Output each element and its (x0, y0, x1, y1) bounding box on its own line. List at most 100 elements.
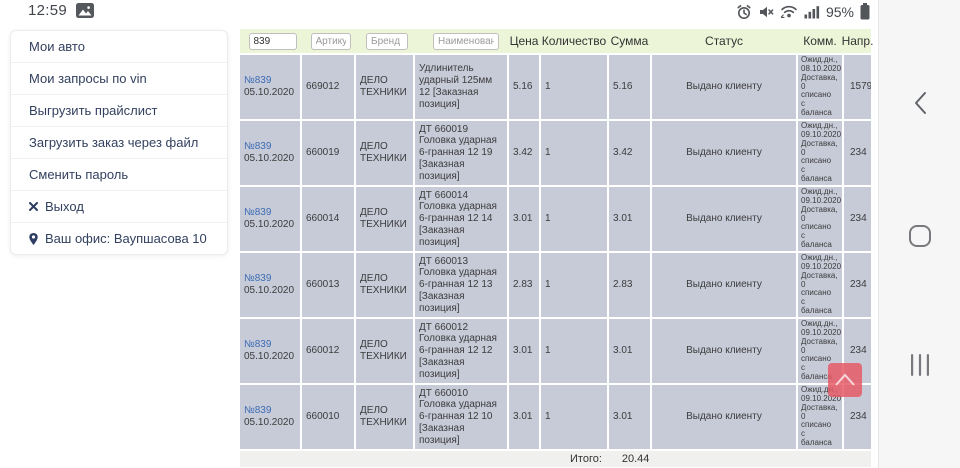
back-button[interactable] (879, 74, 960, 134)
brand-cell: ДЕЛО ТЕХНИКИ (356, 55, 413, 119)
sidebar-item-office-address[interactable]: Ваш офис: Ваупшасова 10 (11, 223, 227, 254)
price-cell: 5.16 (509, 55, 539, 119)
sidebar-item-label: Мои авто (29, 39, 85, 54)
order-date: 05.10.2020 (244, 285, 295, 296)
price-cell: 2.83 (509, 253, 539, 317)
name-filter-cell (415, 32, 507, 50)
order-number-filter-input[interactable] (248, 32, 297, 50)
wifi-icon (780, 4, 798, 19)
order-cell: №839 05.10.2020 (240, 319, 300, 383)
table-row: №839 05.10.2020 669012 ДЕЛО ТЕХНИКИ Удли… (240, 55, 871, 119)
order-number-link[interactable]: №839 (244, 338, 272, 350)
home-circle-icon (908, 224, 932, 251)
quantity-cell: 1 (541, 253, 607, 317)
chevron-up-icon (831, 368, 859, 393)
order-date: 05.10.2020 (244, 351, 295, 362)
direction-cell: 234 (844, 253, 871, 317)
product-name-cell: ДТ 660013 Головка ударная 6-гранная 12 1… (415, 253, 507, 317)
brand-cell: ДЕЛО ТЕХНИКИ (356, 253, 413, 317)
sum-cell: 3.01 (609, 385, 650, 449)
sum-cell: 3.01 (609, 319, 650, 383)
order-number-link[interactable]: №839 (244, 74, 272, 86)
sidebar-item-label: Выгрузить прайслист (29, 103, 158, 118)
comment-cell: Ожид.дн., 08.10.2020 Доставка, 0 списано… (798, 55, 842, 119)
sidebar-item-my-cars[interactable]: Мои авто (11, 31, 227, 63)
column-header-comment: Комм. (803, 34, 837, 48)
price-cell: 3.01 (509, 319, 539, 383)
scroll-to-top-button[interactable] (828, 363, 862, 397)
price-cell: 3.01 (509, 187, 539, 251)
price-cell: 3.42 (509, 121, 539, 185)
product-name-cell: ДТ 660012 Головка ударная 6-гранная 12 1… (415, 319, 507, 383)
status-cell: Выдано клиенту (652, 187, 796, 251)
sidebar-item-label: Ваш офис: Ваупшасова 10 (45, 231, 207, 246)
article-cell: 660013 (302, 253, 354, 317)
sum-cell: 3.01 (609, 187, 650, 251)
order-cell: №839 05.10.2020 (240, 253, 300, 317)
direction-cell: 1579 (844, 55, 871, 119)
order-cell: №839 05.10.2020 (240, 187, 300, 251)
article-cell: 660010 (302, 385, 354, 449)
android-navigation-bar (878, 0, 960, 468)
table-row: №839 05.10.2020 660013 ДЕЛО ТЕХНИКИ ДТ 6… (240, 253, 871, 317)
chevron-left-icon (913, 91, 927, 118)
sidebar-item-export-pricelist[interactable]: Выгрузить прайслист (11, 95, 227, 127)
table-row: №839 05.10.2020 660012 ДЕЛО ТЕХНИКИ ДТ 6… (240, 319, 871, 383)
table-row: №839 05.10.2020 660019 ДЕЛО ТЕХНИКИ ДТ 6… (240, 121, 871, 185)
product-name-cell: ДТ 660010 Головка ударная 6-гранная 12 1… (415, 385, 507, 449)
quantity-cell: 1 (541, 121, 607, 185)
sidebar-item-label: Загрузить заказ через файл (29, 135, 199, 150)
order-date: 05.10.2020 (244, 417, 295, 428)
quantity-cell: 1 (541, 319, 607, 383)
total-label: Итого: (570, 453, 602, 465)
recent-apps-button[interactable] (879, 336, 960, 396)
article-cell: 660012 (302, 319, 354, 383)
sidebar-item-label: Сменить пароль (29, 167, 129, 182)
column-header-direction: Напр. (841, 34, 874, 48)
order-cell: №839 05.10.2020 (240, 121, 300, 185)
order-number-link[interactable]: №839 (244, 140, 272, 152)
order-filter-cell (240, 32, 300, 50)
sum-cell: 3.42 (609, 121, 650, 185)
order-number-link[interactable]: №839 (244, 272, 272, 284)
direction-cell: 234 (844, 187, 871, 251)
product-name-cell: ДТ 660014 Головка ударная 6-гранная 12 1… (415, 187, 507, 251)
signal-strength-icon (804, 5, 820, 19)
order-date: 05.10.2020 (244, 219, 295, 230)
column-header-quantity: Количество (541, 34, 607, 48)
sidebar-item-logout[interactable]: Выход (11, 191, 227, 223)
status-cell: Выдано клиенту (652, 385, 796, 449)
status-cell: Выдано клиенту (652, 55, 796, 119)
column-header-price: Цена (509, 34, 539, 48)
brand-filter-input[interactable] (366, 32, 408, 50)
comment-cell: Ожид.дн., 09.10.2020 Доставка, 0 списано… (798, 253, 842, 317)
sidebar-item-upload-order-file[interactable]: Загрузить заказ через файл (11, 127, 227, 159)
quantity-cell: 1 (541, 385, 607, 449)
order-number-link[interactable]: №839 (244, 206, 272, 218)
sidebar-item-label: Мои запросы по vin (29, 71, 147, 86)
total-value: 20.44 (621, 453, 650, 465)
sidebar-item-vin-requests[interactable]: Мои запросы по vin (11, 63, 227, 95)
column-header-sum: Сумма (610, 34, 649, 48)
article-cell: 669012 (302, 55, 354, 119)
table-header: Цена Количество Сумма Статус Комм. Напр. (240, 29, 874, 53)
order-date: 05.10.2020 (244, 87, 295, 98)
location-pin-icon (29, 232, 38, 245)
price-cell: 3.01 (509, 385, 539, 449)
sidebar-item-change-password[interactable]: Сменить пароль (11, 159, 227, 191)
order-date: 05.10.2020 (244, 153, 295, 164)
article-filter-input[interactable] (310, 32, 351, 50)
brand-filter-cell (356, 32, 413, 50)
orders-table: Цена Количество Сумма Статус Комм. Напр.… (240, 29, 874, 467)
battery-icon (860, 3, 870, 20)
home-button[interactable] (879, 207, 960, 267)
brand-cell: ДЕЛО ТЕХНИКИ (356, 121, 413, 185)
status-bar: 12:59 95% (0, 0, 878, 26)
name-filter-input[interactable] (433, 32, 499, 50)
table-footer: Итого: 20.44 (240, 451, 871, 467)
brand-cell: ДЕЛО ТЕХНИКИ (356, 319, 413, 383)
table-body: №839 05.10.2020 669012 ДЕЛО ТЕХНИКИ Удли… (240, 53, 871, 449)
direction-cell: 234 (844, 121, 871, 185)
comment-cell: Ожид.дн., 09.10.2020 Доставка, 0 списано… (798, 121, 842, 185)
order-number-link[interactable]: №839 (244, 404, 272, 416)
